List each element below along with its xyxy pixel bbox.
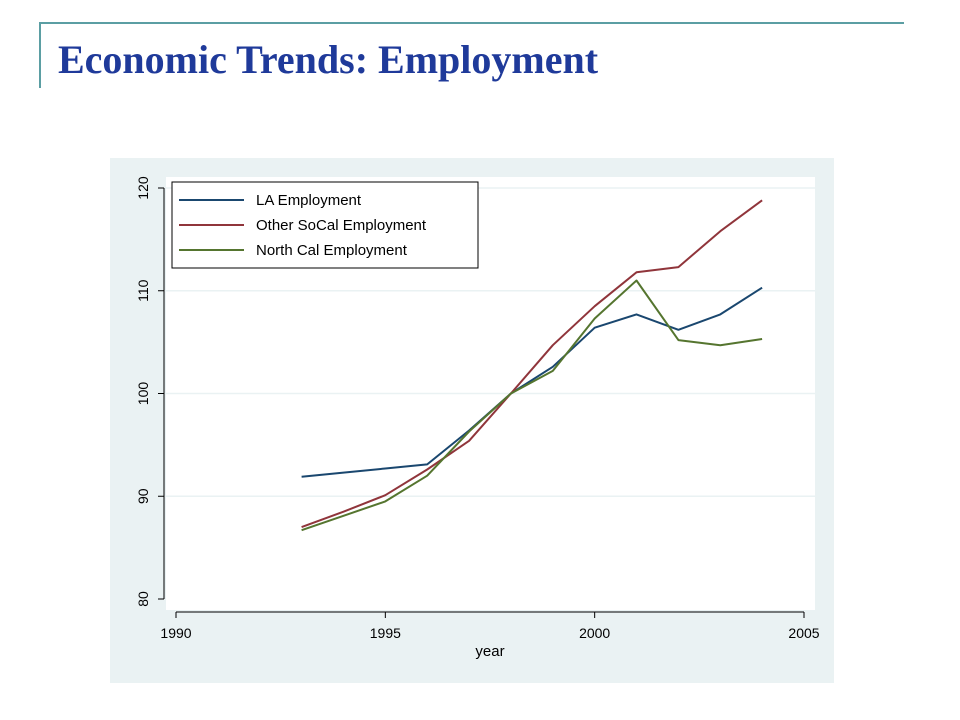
x-tick-label: 1995 (370, 625, 401, 641)
slide-title: Economic Trends: Employment (58, 37, 599, 82)
chart-svg: 80 90 100 110 120 1990 1995 2000 2005 year LA Empl… (110, 158, 834, 683)
x-tick-label: 1990 (160, 625, 191, 641)
employment-chart: 80 90 100 110 120 1990 1995 2000 2005 year LA Empl… (110, 158, 834, 683)
y-tick-label: 100 (135, 382, 151, 406)
series-line-2 (301, 199, 763, 529)
x-tick-label: 2000 (579, 625, 610, 641)
series-line-3 (301, 279, 763, 532)
series-line-1 (301, 286, 763, 478)
y-tick-label: 110 (135, 279, 151, 302)
legend-label: Other SoCal Employment (256, 217, 427, 234)
legend-label: LA Employment (256, 192, 362, 209)
title-accent-line (40, 22, 904, 24)
y-tick-label: 90 (135, 488, 151, 504)
legend-label: North Cal Employment (256, 242, 408, 259)
y-tick-label: 80 (135, 591, 151, 607)
x-tick-label: 2005 (788, 625, 819, 641)
title-accent-bar (39, 22, 41, 88)
x-axis-title: year (475, 643, 504, 660)
y-tick-label: 120 (135, 176, 151, 200)
